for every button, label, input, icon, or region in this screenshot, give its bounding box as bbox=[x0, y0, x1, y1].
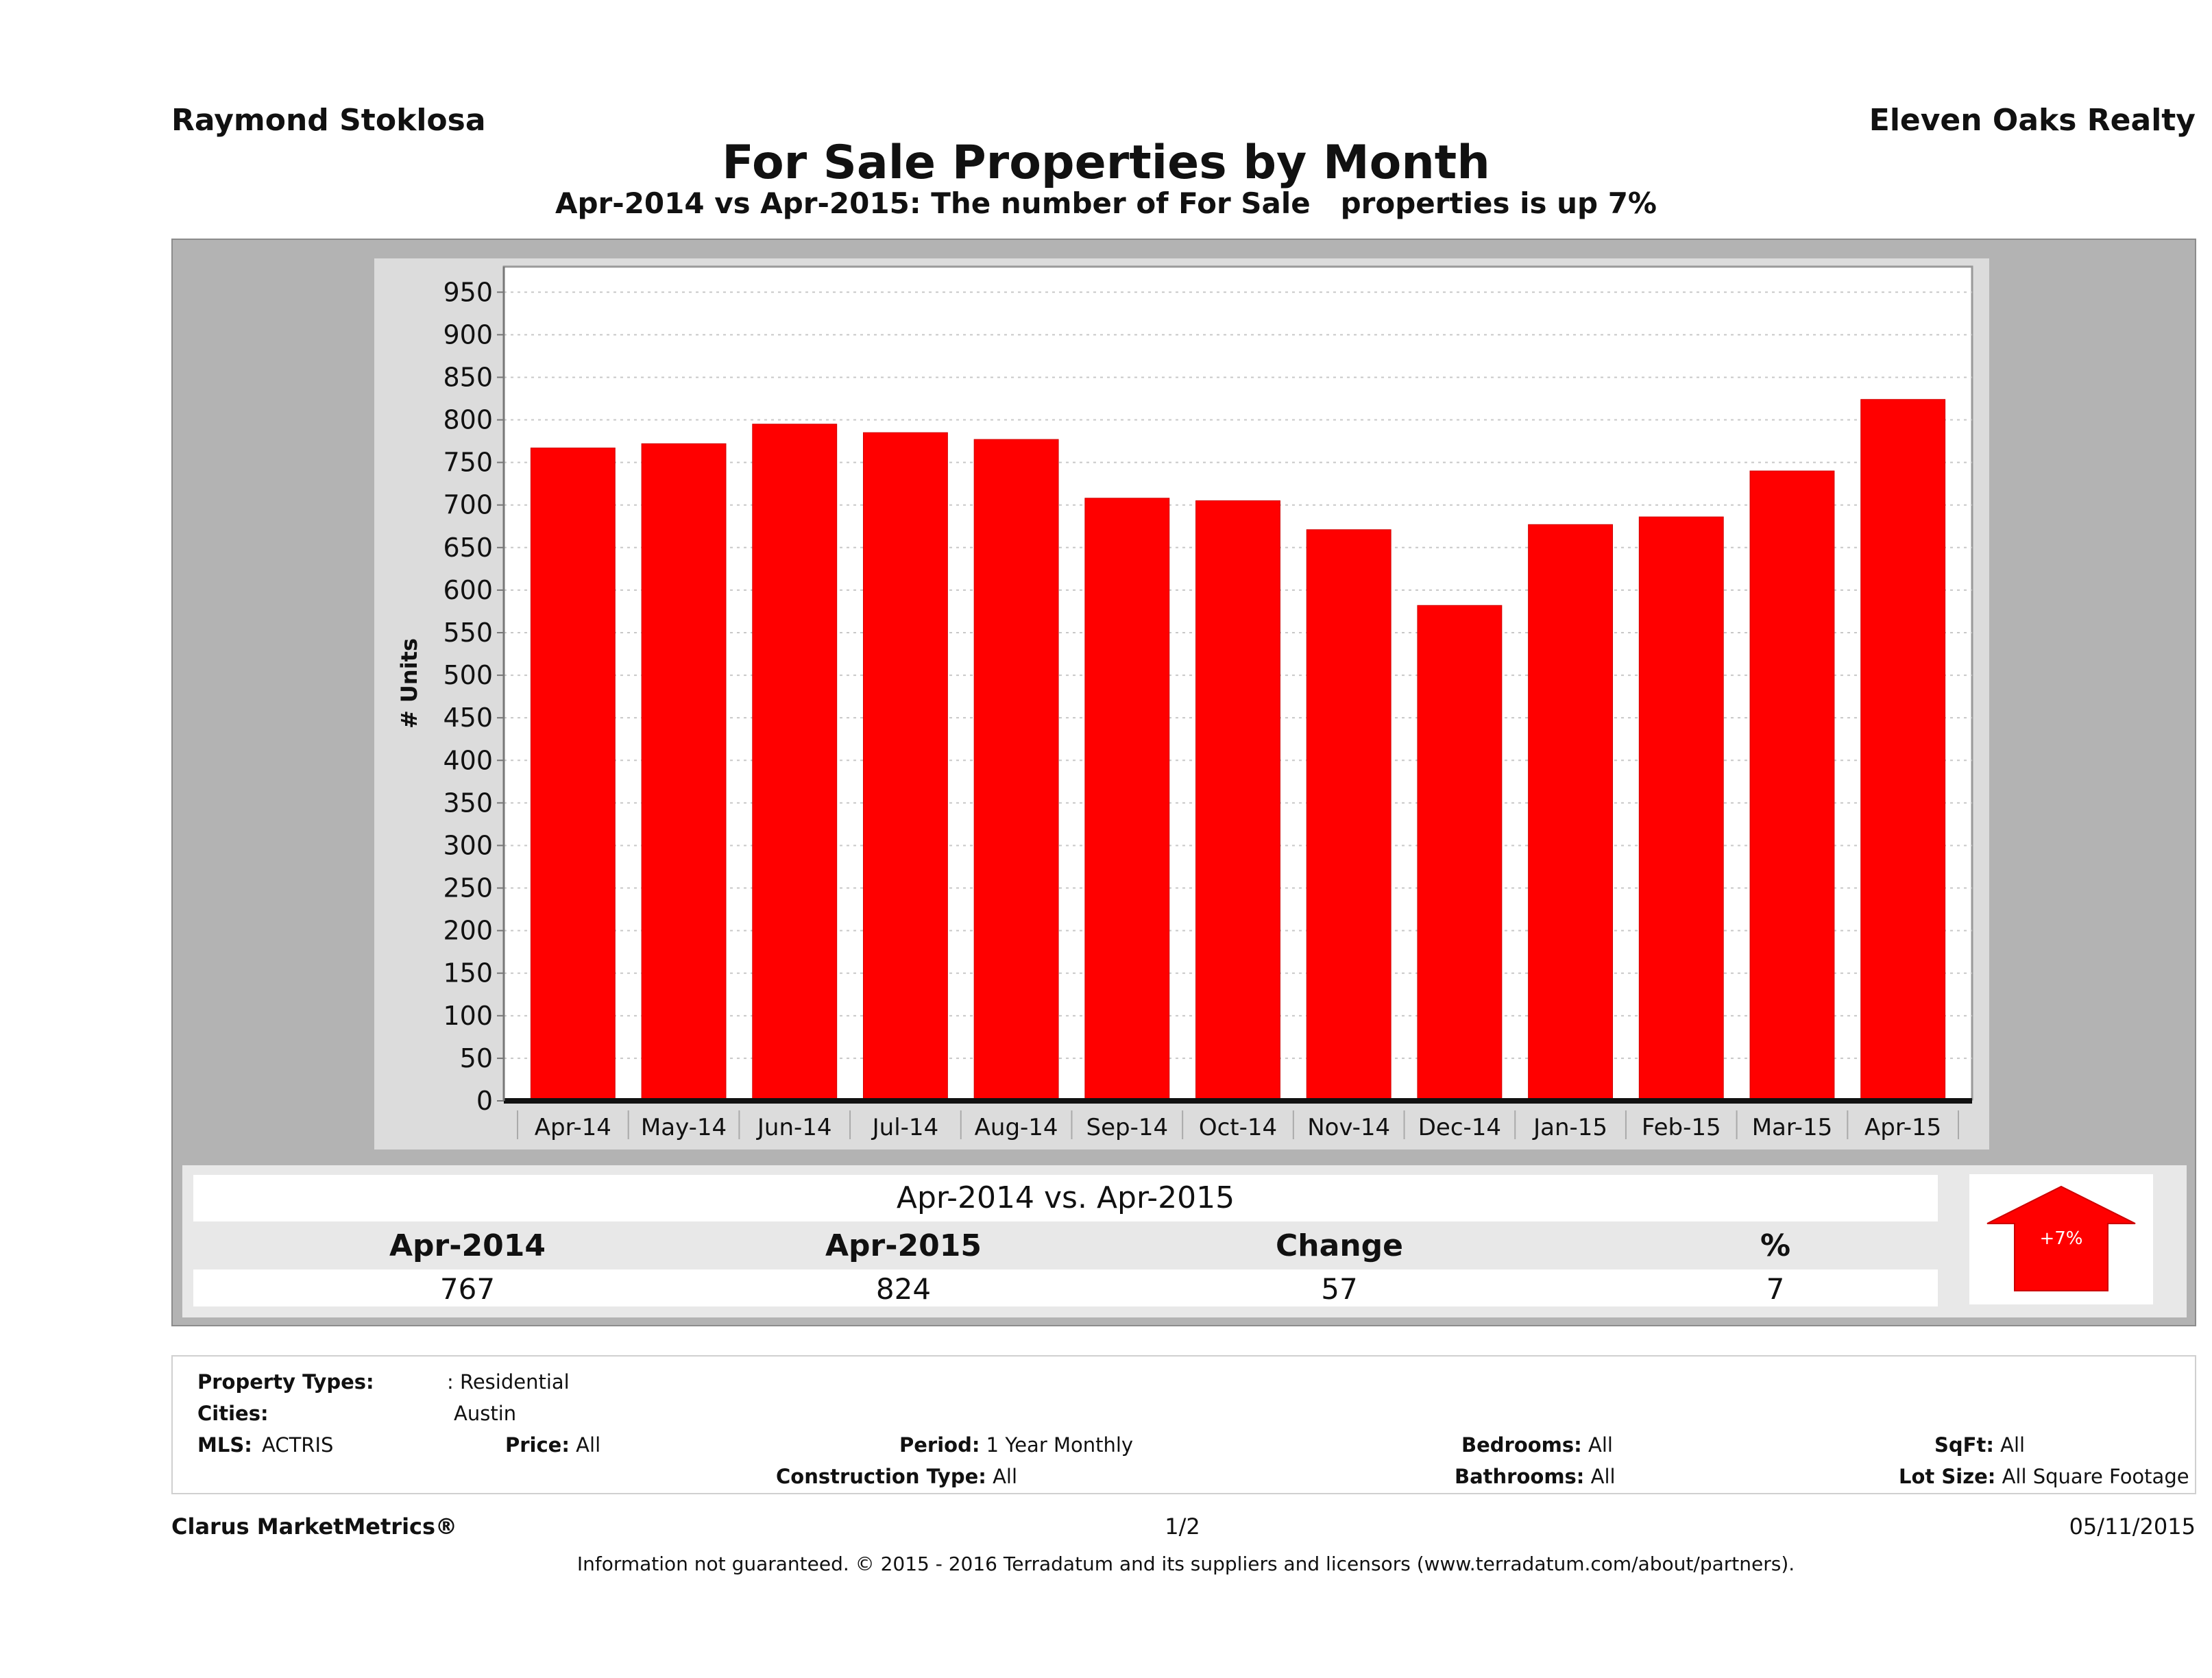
x-tick-label: Jul-14 bbox=[871, 1114, 939, 1141]
x-tick-label: Apr-15 bbox=[1864, 1114, 1941, 1141]
summary-header-cell: Apr-2014 bbox=[389, 1228, 546, 1263]
filter-label: MLS: bbox=[197, 1433, 252, 1457]
company-name: Eleven Oaks Realty bbox=[1869, 103, 2196, 138]
y-axis-label: # Units bbox=[396, 638, 422, 729]
summary-header-cell: % bbox=[1760, 1228, 1791, 1263]
filter-label: Price: bbox=[505, 1433, 570, 1457]
x-tick-label: May-14 bbox=[641, 1114, 727, 1141]
bar-sep-14 bbox=[1084, 498, 1170, 1102]
bar-nov-14 bbox=[1306, 529, 1391, 1102]
filter-value: All bbox=[576, 1433, 601, 1457]
x-tick-label: Feb-15 bbox=[1642, 1114, 1721, 1141]
bar-oct-14 bbox=[1195, 500, 1280, 1102]
y-tick-label: 50 bbox=[460, 1043, 493, 1073]
y-tick-label: 800 bbox=[443, 405, 493, 435]
y-axis-ticks: 0 50 100 150 200 250 300 350 400 450 500 550 600 650 7… bbox=[443, 277, 504, 1116]
summary-value-cell: 824 bbox=[875, 1272, 932, 1306]
filter-label: Cities: bbox=[197, 1402, 269, 1425]
bar-jul-14 bbox=[862, 432, 948, 1102]
filter-label: Lot Size: bbox=[1899, 1465, 1996, 1488]
bar-chart: 0 50 100 150 200 250 300 350 400 450 500 550 600 650 7… bbox=[396, 265, 1973, 1141]
y-tick-label: 600 bbox=[443, 575, 493, 605]
filter-value: Austin bbox=[454, 1402, 517, 1425]
y-tick-label: 150 bbox=[443, 958, 493, 988]
summary-value-cell: 7 bbox=[1766, 1272, 1785, 1306]
filter-label: Construction Type: bbox=[776, 1465, 986, 1488]
summary-value-row: 767 824 57 7 bbox=[193, 1269, 1938, 1306]
report-date: 05/11/2015 bbox=[2069, 1513, 2196, 1540]
x-tick-label: Mar-15 bbox=[1752, 1114, 1833, 1141]
y-tick-label: 400 bbox=[443, 745, 493, 775]
summary-header-cell: Change bbox=[1276, 1228, 1403, 1263]
bar-feb-15 bbox=[1638, 516, 1724, 1102]
x-tick-label: Dec-14 bbox=[1418, 1114, 1501, 1141]
y-tick-label: 250 bbox=[443, 873, 493, 903]
filter-value: All Square Footage bbox=[2002, 1465, 2189, 1488]
y-tick-label: 100 bbox=[443, 1001, 493, 1031]
y-tick-label: 850 bbox=[443, 362, 493, 392]
y-tick-label: 550 bbox=[443, 618, 493, 648]
y-tick-label: 450 bbox=[443, 703, 493, 733]
y-tick-label: 200 bbox=[443, 916, 493, 946]
y-tick-label: 700 bbox=[443, 490, 493, 520]
filter-value: All bbox=[2000, 1433, 2026, 1457]
y-tick-label: 900 bbox=[443, 319, 493, 350]
bar-jan-15 bbox=[1528, 524, 1614, 1102]
x-axis-ticks: Apr-14 May-14 Jun-14 Jul-14 Aug-14 Sep-14 Oct-… bbox=[517, 1110, 1959, 1141]
filter-label: Period: bbox=[899, 1433, 980, 1457]
footer-brand: Clarus MarketMetrics® bbox=[171, 1513, 458, 1540]
agent-name: Raymond Stoklosa bbox=[171, 103, 486, 138]
bar-aug-14 bbox=[973, 439, 1059, 1102]
y-tick-label: 350 bbox=[443, 788, 493, 818]
filter-value: All bbox=[1590, 1465, 1616, 1488]
x-tick-label: Jun-14 bbox=[756, 1114, 832, 1141]
filter-value: : Residential bbox=[447, 1370, 570, 1394]
page-subtitle: Apr-2014 vs Apr-2015: The number of For … bbox=[555, 186, 1657, 220]
filter-label: SqFt: bbox=[1934, 1433, 1994, 1457]
filter-value: 1 Year Monthly bbox=[986, 1433, 1134, 1457]
y-tick-label: 500 bbox=[443, 660, 493, 690]
summary-header-row: Apr-2014 Apr-2015 Change % bbox=[193, 1224, 1938, 1267]
y-tick-label: 950 bbox=[443, 277, 493, 307]
y-tick-label: 300 bbox=[443, 830, 493, 860]
x-tick-label: Oct-14 bbox=[1199, 1114, 1277, 1141]
filters-box: Property Types: : Residential Cities: Au… bbox=[171, 1355, 2196, 1494]
change-indicator: +7% bbox=[1969, 1174, 2153, 1304]
up-arrow-icon: +7% bbox=[1986, 1185, 2136, 1291]
bar-dec-14 bbox=[1417, 605, 1503, 1102]
y-tick-label: 750 bbox=[443, 448, 493, 478]
filter-value: All bbox=[993, 1465, 1018, 1488]
x-tick-label: Apr-14 bbox=[535, 1114, 611, 1141]
summary-title: Apr-2014 vs. Apr-2015 bbox=[896, 1180, 1235, 1215]
bar-mar-15 bbox=[1749, 470, 1835, 1102]
change-indicator-label: +7% bbox=[2039, 1228, 2082, 1249]
x-tick-label: Aug-14 bbox=[975, 1114, 1058, 1141]
summary-header-cell: Apr-2015 bbox=[825, 1228, 982, 1263]
filter-value: All bbox=[1588, 1433, 1613, 1457]
filter-label: Bathrooms: bbox=[1455, 1465, 1585, 1488]
page-title: For Sale Properties by Month bbox=[722, 136, 1490, 190]
filter-label: Property Types: bbox=[197, 1370, 374, 1394]
y-tick-label: 0 bbox=[476, 1086, 493, 1116]
x-tick-label: Sep-14 bbox=[1086, 1114, 1168, 1141]
y-tick-label: 650 bbox=[443, 533, 493, 563]
filter-value: ACTRIS bbox=[262, 1433, 334, 1457]
page-number: 1/2 bbox=[1165, 1513, 1200, 1540]
disclaimer: Information not guaranteed. © 2015 - 201… bbox=[576, 1553, 1795, 1575]
bar-jun-14 bbox=[752, 424, 838, 1102]
summary-value-cell: 57 bbox=[1321, 1272, 1358, 1306]
bar-apr-14 bbox=[530, 448, 616, 1102]
bar-may-14 bbox=[641, 443, 727, 1102]
filter-label: Bedrooms: bbox=[1461, 1433, 1582, 1457]
bars bbox=[530, 399, 1946, 1102]
x-tick-label: Jan-15 bbox=[1532, 1114, 1607, 1141]
bar-apr-15 bbox=[1860, 399, 1946, 1102]
x-tick-label: Nov-14 bbox=[1307, 1114, 1390, 1141]
summary-title-row: Apr-2014 vs. Apr-2015 bbox=[193, 1175, 1938, 1221]
summary-value-cell: 767 bbox=[439, 1272, 496, 1306]
